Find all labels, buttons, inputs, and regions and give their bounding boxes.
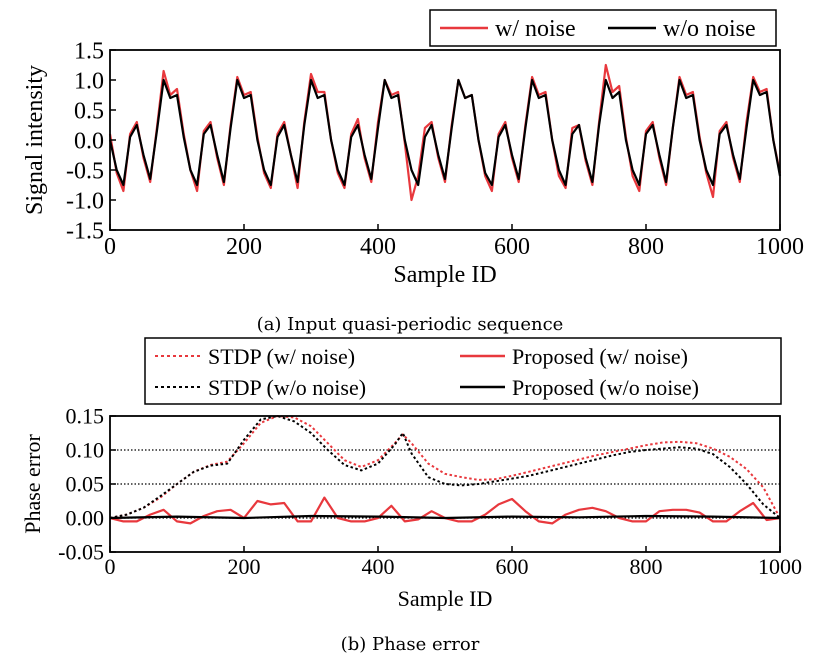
x-tick-label: 200 (226, 234, 262, 260)
x-tick-label: 0 (104, 234, 116, 260)
legend-label-wo-noise: w/o noise (663, 16, 756, 42)
y-tick-label: 0.10 (66, 438, 105, 463)
chart-b: STDP (w/ noise) Proposed (w/ noise) STDP… (20, 337, 802, 655)
x-tick-label: 1000 (756, 234, 804, 260)
x-tick-label: 0 (105, 554, 116, 579)
chart-b-ticks: 0 200 400 600 800 1000 -0.05 0.00 0.05 0.10 0.15 (58, 404, 802, 579)
y-tick-label: -0.05 (58, 540, 104, 565)
y-tick-label: -0.5 (66, 158, 104, 184)
chart-a-y-axis-label: Signal intensity (22, 65, 48, 215)
chart-b-gridlines (110, 449, 780, 519)
chart-a-caption: (a) Input quasi-periodic sequence (257, 314, 564, 335)
chart-b-caption: (b) Phase error (341, 634, 480, 655)
legend-label-proposed-w-noise: Proposed (w/ noise) (512, 344, 688, 369)
y-tick-label: 1.5 (74, 38, 104, 64)
legend-label-proposed-wo-noise: Proposed (w/o noise) (512, 375, 699, 400)
y-tick-label: -1.5 (66, 218, 104, 244)
chart-b-x-axis-label: Sample ID (398, 586, 493, 611)
x-tick-label: 800 (630, 554, 663, 579)
legend-label-w-noise: w/ noise (495, 16, 576, 42)
y-tick-label: 0.5 (74, 98, 104, 124)
y-tick-label: 1.0 (74, 68, 104, 94)
x-tick-label: 200 (228, 554, 261, 579)
chart-a: 0 200 400 600 800 1000 -1.5 -1.0 -0.5 0.0 0.5 1.0 1.… (22, 9, 804, 335)
y-tick-label: 0.05 (66, 472, 105, 497)
series-line-w-o-noise (108, 78, 782, 187)
x-tick-label: 800 (628, 234, 664, 260)
chart-a-ticks: 0 200 400 600 800 1000 -1.5 -1.0 -0.5 0.0 0.5 1.0 1.… (66, 38, 804, 260)
y-tick-label: -1.0 (66, 188, 104, 214)
x-tick-label: 600 (496, 554, 529, 579)
y-tick-label: 0.0 (74, 128, 104, 154)
chart-b-series-group (109, 415, 781, 525)
x-tick-label: 600 (494, 234, 530, 260)
y-tick-label: 0.15 (66, 404, 105, 429)
x-tick-label: 400 (360, 234, 396, 260)
x-tick-label: 400 (362, 554, 395, 579)
series-line-stdp-w-o-noise (109, 415, 781, 519)
x-tick-label: 1000 (758, 554, 802, 579)
chart-a-x-axis-label: Sample ID (393, 262, 496, 288)
chart-b-plot-frame (109, 415, 781, 553)
series-line-proposed-w-o-noise (109, 514, 781, 520)
chart-a-series-group (108, 63, 782, 202)
legend-label-stdp-w-noise: STDP (w/ noise) (208, 344, 355, 369)
series-line-stdp-w-noise (109, 415, 781, 519)
legend-label-stdp-wo-noise: STDP (w/o noise) (208, 375, 366, 400)
chart-b-y-axis-label: Phase error (20, 434, 45, 534)
chart-b-legend-box (144, 337, 782, 405)
y-tick-label: 0.00 (66, 506, 105, 531)
series-line-proposed-w-noise (109, 496, 781, 525)
